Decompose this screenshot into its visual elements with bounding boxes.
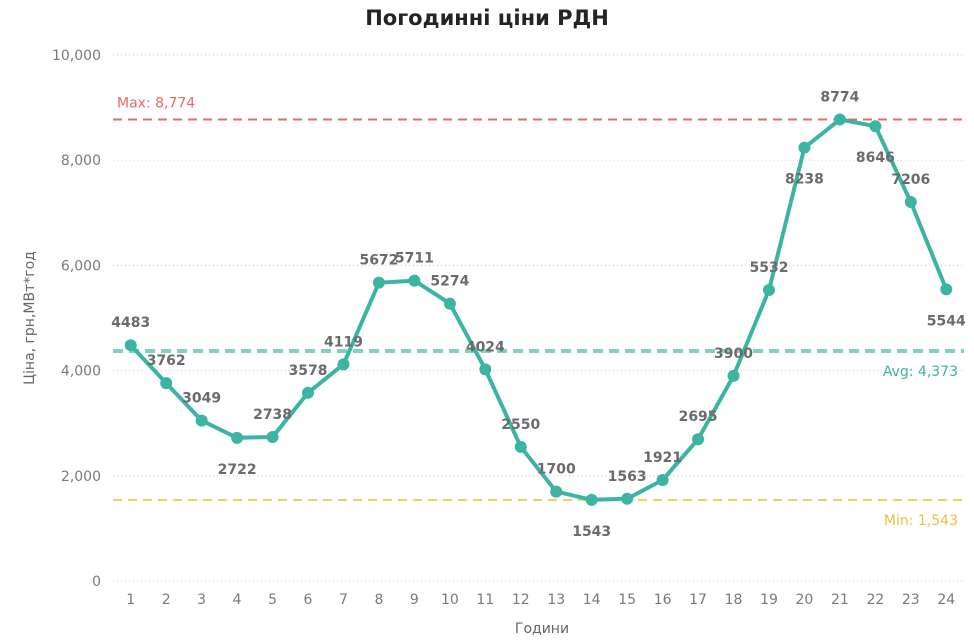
x-tick-label: 15	[618, 592, 636, 608]
x-tick-label: 18	[725, 592, 743, 608]
data-point	[762, 284, 775, 297]
x-tick-label: 4	[233, 592, 242, 608]
data-point	[656, 473, 669, 486]
data-point	[798, 141, 811, 154]
data-point	[550, 485, 563, 498]
data-point	[940, 283, 953, 296]
x-tick-label: 23	[902, 592, 920, 608]
data-point	[514, 440, 527, 453]
data-label: 7206	[891, 172, 930, 188]
x-tick-label: 12	[512, 592, 530, 608]
x-tick-label: 2	[162, 592, 171, 608]
y-axis-ticks: 0 2,000 4,000 6,000 8,000 10,000	[52, 48, 101, 590]
data-label: 1563	[608, 469, 647, 485]
data-label: 8774	[820, 89, 859, 105]
y-tick-label: 4,000	[61, 364, 101, 380]
data-point	[337, 358, 350, 371]
data-label: 2722	[218, 462, 257, 478]
x-tick-label: 24	[937, 592, 955, 608]
x-tick-label: 21	[831, 592, 849, 608]
x-tick-label: 9	[410, 592, 419, 608]
data-points	[124, 113, 953, 506]
data-label: 5274	[430, 274, 469, 290]
data-label: 5544	[927, 313, 966, 329]
x-tick-label: 14	[583, 592, 601, 608]
chart-title: Погодинні ціни РДН	[365, 6, 609, 30]
x-tick-label: 5	[268, 592, 277, 608]
data-point	[124, 339, 137, 352]
data-point	[904, 195, 917, 208]
data-label: 3578	[289, 363, 328, 379]
data-label: 3900	[714, 346, 753, 362]
data-label: 8646	[856, 150, 895, 166]
x-tick-label: 1	[126, 592, 135, 608]
data-point	[443, 297, 456, 310]
y-tick-label: 10,000	[52, 48, 101, 64]
data-label: 8238	[785, 172, 824, 188]
x-tick-label: 13	[547, 592, 565, 608]
y-axis-title: Ціна, грн,МВт*год	[22, 251, 38, 385]
min-reference-label: Min: 1,543	[884, 513, 958, 529]
y-tick-label: 2,000	[61, 469, 101, 485]
data-label: 1700	[537, 462, 576, 478]
data-label: 1543	[572, 524, 611, 540]
data-point	[869, 120, 882, 133]
data-point	[621, 492, 634, 505]
data-label: 5532	[749, 260, 788, 276]
data-label: 4483	[111, 315, 150, 331]
x-tick-label: 17	[689, 592, 707, 608]
data-label: 5711	[395, 251, 434, 267]
x-tick-label: 16	[654, 592, 672, 608]
gridlines	[113, 54, 964, 582]
data-point	[479, 363, 492, 376]
data-label: 1921	[643, 450, 682, 466]
data-label: 2550	[501, 417, 540, 433]
data-point	[372, 276, 385, 289]
x-tick-label: 20	[796, 592, 814, 608]
y-tick-label: 0	[92, 574, 101, 590]
x-axis-title: Години	[515, 621, 569, 637]
data-label: 3762	[147, 353, 186, 369]
data-point	[231, 431, 244, 444]
x-tick-label: 8	[374, 592, 383, 608]
data-point	[408, 274, 421, 287]
data-point	[302, 386, 315, 399]
max-reference-label: Max: 8,774	[117, 95, 195, 111]
data-label: 4024	[466, 339, 505, 355]
data-point	[585, 493, 598, 506]
x-tick-label: 3	[197, 592, 206, 608]
data-point	[266, 430, 279, 443]
series-line	[128, 117, 949, 502]
x-tick-label: 6	[304, 592, 313, 608]
x-tick-label: 7	[339, 592, 348, 608]
x-tick-label: 22	[866, 592, 884, 608]
data-label: 4119	[324, 334, 363, 350]
x-tick-label: 10	[441, 592, 459, 608]
x-tick-label: 11	[476, 592, 494, 608]
x-axis-ticks: 1 2 3 4 5 6 7 8 9 10 11 12 13 14 15 16 17 18 19 20 21 22 23 24	[126, 592, 955, 608]
y-tick-label: 6,000	[61, 258, 101, 274]
data-point	[727, 369, 740, 382]
data-point	[160, 377, 173, 390]
data-label: 5672	[359, 253, 398, 269]
x-tick-label: 19	[760, 592, 778, 608]
data-point	[833, 113, 846, 126]
y-tick-label: 8,000	[61, 153, 101, 169]
avg-reference-label: Avg: 4,373	[883, 364, 958, 380]
data-label: 2738	[253, 407, 292, 423]
data-point	[692, 433, 705, 446]
reference-lines: Max: 8,774 Avg: 4,373 Min: 1,543	[113, 95, 964, 529]
data-label: 3049	[182, 391, 221, 407]
data-point	[195, 414, 208, 427]
data-label: 2695	[679, 409, 718, 425]
